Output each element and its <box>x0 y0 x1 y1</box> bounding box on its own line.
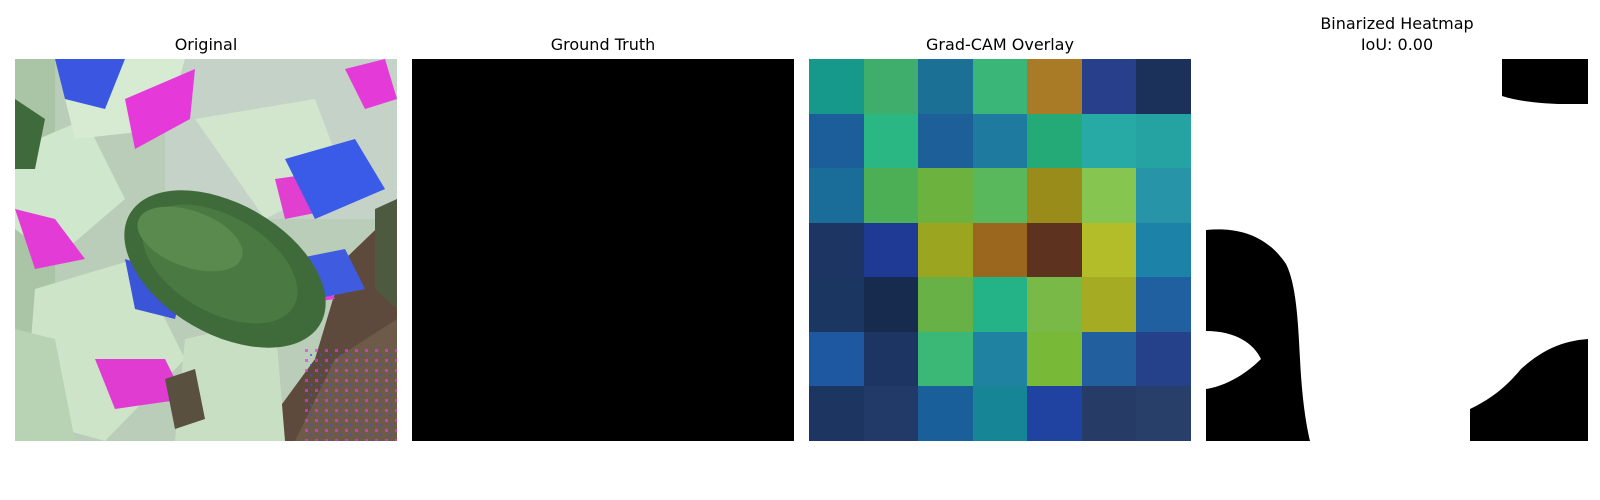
heatmap-cell <box>809 386 864 441</box>
heatmap-cell <box>973 277 1027 332</box>
panel-title: Original <box>174 35 238 54</box>
heatmap-cell <box>809 59 864 114</box>
heatmap-cell <box>809 277 864 332</box>
panel-title: Binarized Heatmap IoU: 0.00 <box>1320 14 1474 54</box>
heatmap-cell <box>1082 59 1136 114</box>
heatmap-cell <box>1027 386 1082 441</box>
panel-original: Original <box>15 0 397 500</box>
heatmap-cell <box>864 168 918 223</box>
binarized-mask <box>1206 59 1588 441</box>
heatmap-cell <box>1027 277 1082 332</box>
heatmap-cell <box>809 114 864 168</box>
ground-truth-mask <box>412 59 794 441</box>
heatmap-cell <box>1027 332 1082 386</box>
heatmap-cell <box>1136 386 1191 441</box>
heatmap-cell <box>1027 223 1082 277</box>
heatmap-cell <box>1136 59 1191 114</box>
heatmap-cell <box>973 386 1027 441</box>
heatmap-cell <box>918 114 973 168</box>
heatmap-cell <box>918 277 973 332</box>
heatmap-cell <box>1082 168 1136 223</box>
heatmap-cell <box>973 332 1027 386</box>
heatmap-cell <box>864 223 918 277</box>
heatmap-cell <box>1027 114 1082 168</box>
heatmap-cell <box>973 114 1027 168</box>
heatmap-cell <box>809 332 864 386</box>
heatmap-cell <box>864 332 918 386</box>
panel-ground-truth: Ground Truth <box>412 0 794 500</box>
panel-binarized-heatmap: Binarized Heatmap IoU: 0.00 <box>1206 0 1588 500</box>
panel-gradcam-overlay: Grad-CAM Overlay <box>809 0 1191 500</box>
heatmap-cell <box>1136 223 1191 277</box>
heatmap-cell <box>809 168 864 223</box>
heatmap-cell <box>1082 114 1136 168</box>
heatmap-cell <box>864 114 918 168</box>
heatmap-cell <box>864 386 918 441</box>
heatmap-grid <box>809 59 1191 441</box>
panel-title: Grad-CAM Overlay <box>926 35 1074 54</box>
heatmap-cell <box>1082 223 1136 277</box>
heatmap-cell <box>918 332 973 386</box>
panel-title: Ground Truth <box>550 35 656 54</box>
heatmap-cell <box>1136 114 1191 168</box>
leaf-photo <box>15 59 397 441</box>
heatmap-cell <box>918 223 973 277</box>
heatmap-cell <box>918 386 973 441</box>
heatmap-cell <box>864 59 918 114</box>
heatmap-cell <box>1136 332 1191 386</box>
heatmap-cell <box>973 59 1027 114</box>
heatmap-cell <box>973 223 1027 277</box>
binarized-mask-image <box>1206 59 1588 441</box>
heatmap-cell <box>809 223 864 277</box>
heatmap-cell <box>918 168 973 223</box>
heatmap-cell <box>918 59 973 114</box>
heatmap-cell <box>1082 332 1136 386</box>
heatmap-cell <box>1136 277 1191 332</box>
heatmap-cell <box>1082 386 1136 441</box>
heatmap-cell <box>1027 59 1082 114</box>
heatmap-cell <box>1027 168 1082 223</box>
gradcam-heatmap <box>809 59 1191 441</box>
heatmap-cell <box>864 277 918 332</box>
heatmap-cell <box>1136 168 1191 223</box>
heatmap-cell <box>973 168 1027 223</box>
leaf-photo-image <box>15 59 397 441</box>
heatmap-cell <box>1082 277 1136 332</box>
